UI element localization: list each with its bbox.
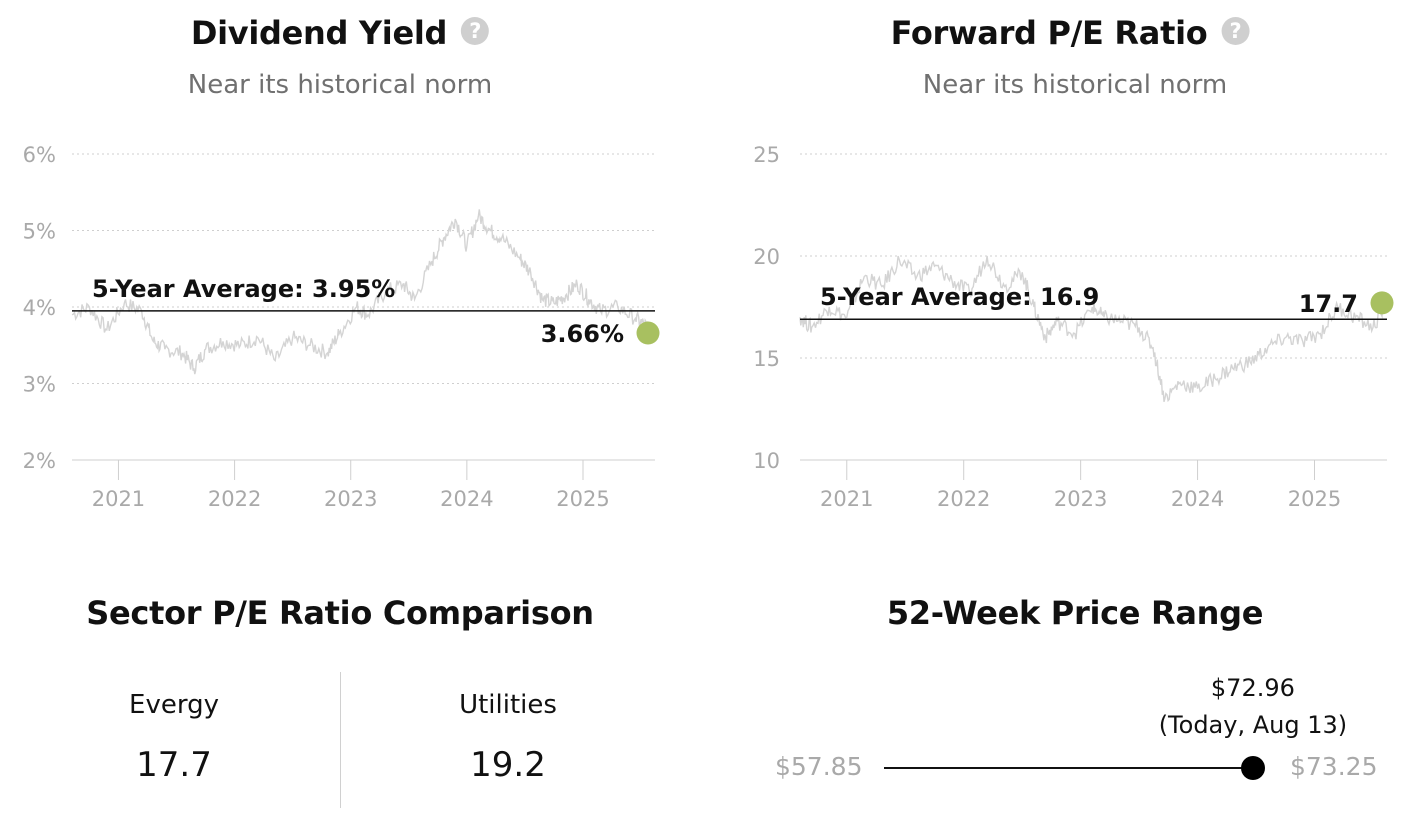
dividend-yield-title-text: Dividend Yield [190,14,448,52]
y-tick-label: 4% [23,296,56,320]
price-range-title: 52-Week Price Range [886,594,1264,632]
sector-pe-value: 19.2 [470,745,546,785]
current-value-dot [1370,291,1394,315]
price-range-track [884,767,1260,769]
price-range-high: $73.25 [1290,752,1378,781]
series-line [799,255,1388,403]
average-label: 5-Year Average: 3.95% [92,275,395,303]
x-tick-label: 2024 [1171,487,1224,511]
question-circle-icon[interactable]: ? [1221,17,1250,45]
y-tick-label: 3% [23,373,56,397]
x-tick-label: 2025 [556,487,609,511]
x-tick-label: 2023 [1054,487,1107,511]
forward-pe-title: Forward P/E Ratio? [891,14,1250,52]
dividend-yield-title: Dividend Yield? [190,14,490,52]
average-label: 5-Year Average: 16.9 [820,283,1099,311]
comparison-divider [340,672,341,808]
y-tick-label: 10 [753,449,780,473]
x-tick-label: 2024 [440,487,493,511]
x-tick-label: 2021 [92,487,145,511]
price-range-current-marker [1240,756,1265,780]
y-tick-label: 25 [753,143,780,167]
x-tick-label: 2022 [937,487,990,511]
x-tick-label: 2021 [820,487,873,511]
x-tick-label: 2023 [324,487,377,511]
x-tick-label: 2025 [1288,487,1341,511]
dividend-yield-subtitle: Near its historical norm [187,70,493,100]
y-tick-label: 6% [23,143,56,167]
y-tick-label: 2% [23,449,56,473]
y-tick-label: 20 [753,245,780,269]
y-tick-label: 15 [753,347,780,371]
series-line [71,209,656,375]
forward-pe-subtitle: Near its historical norm [922,70,1228,100]
company-pe-value: 17.7 [136,745,212,785]
dividend-yield-chart: 2% 3% 4% 5% 6% 2021 2022 2023 2024 2025 5-Year Ave… [23,143,660,511]
today-price: $72.96 [1210,674,1295,702]
price-range-low: $57.85 [775,752,863,781]
today-price-label: $72.96 (Today, Aug 13) [1159,670,1347,744]
current-value-label: 3.66% [541,320,624,348]
sector-comparison-title: Sector P/E Ratio Comparison [86,594,594,632]
question-circle-icon[interactable]: ? [461,17,490,45]
today-date: (Today, Aug 13) [1158,711,1348,739]
current-value-label: 17.7 [1299,290,1358,318]
y-tick-label: 5% [23,220,56,244]
forward-pe-title-text: Forward P/E Ratio [890,14,1208,52]
x-tick-label: 2022 [208,487,261,511]
sector-name: Utilities [459,690,557,720]
current-value-dot [636,321,660,345]
company-name: Evergy [129,690,219,720]
